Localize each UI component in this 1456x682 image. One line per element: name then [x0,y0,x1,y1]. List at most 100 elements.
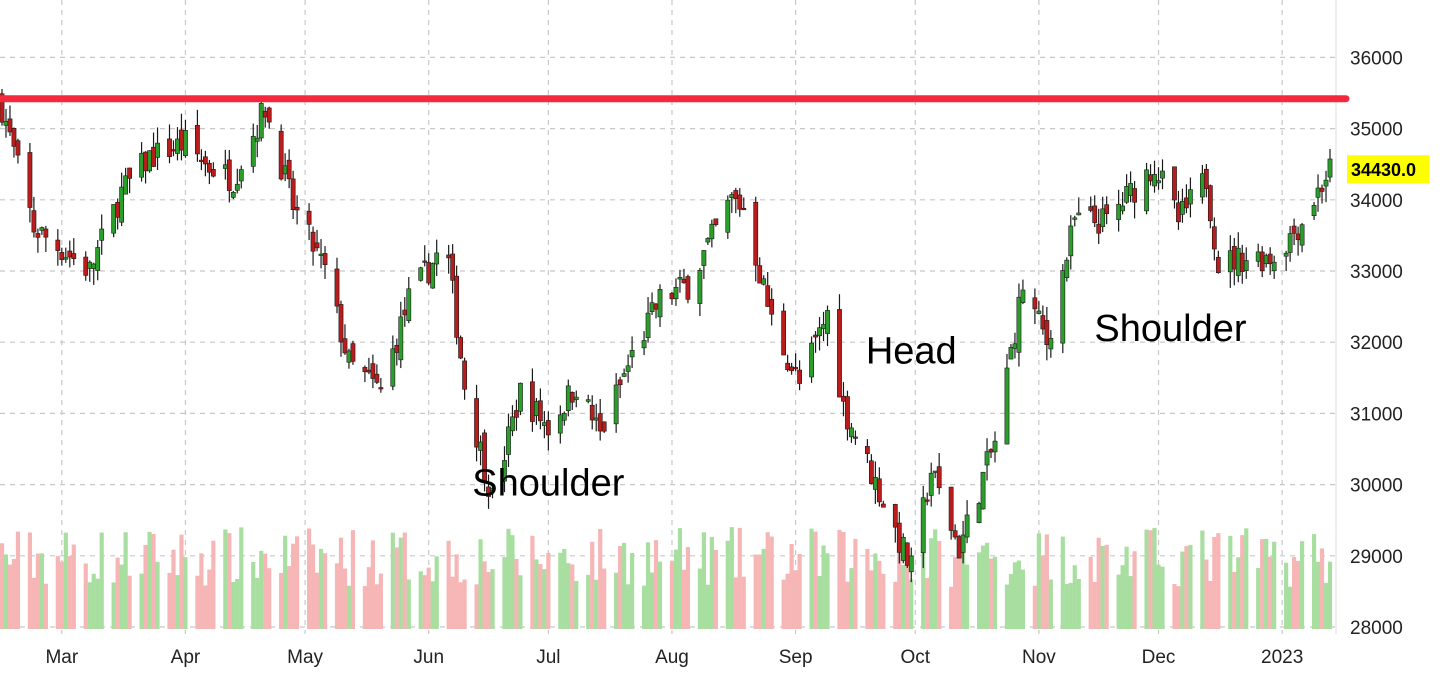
volume-bar [506,528,511,629]
candle-body [183,130,188,156]
volume-bar [673,549,679,629]
candle-body [15,140,21,156]
candle [924,492,930,506]
candle-body [705,238,711,243]
volume-bar [765,532,770,629]
candle-body [378,387,384,390]
candle [757,257,763,284]
volume-bar [406,579,411,629]
volume-bar [418,571,423,629]
candle-body [422,260,428,263]
candle [390,335,396,391]
volume-bar [566,563,571,629]
volume-bar [1100,546,1105,629]
candle [314,229,320,252]
candle-body [864,446,870,454]
candle [234,168,240,194]
candle-body [490,487,495,492]
volume-bar [1272,541,1277,629]
y-tick-label: 28000 [1350,618,1403,639]
volume-bar [3,554,9,629]
volume-bar [462,579,467,629]
volume-bar [239,527,244,629]
volume-bar [1124,546,1129,629]
candle-body [1032,297,1038,310]
candle [338,300,344,357]
volume-bar [626,584,631,629]
candle-body [653,303,659,310]
volume-bar [701,532,706,629]
candle [426,253,432,286]
candle-body [1315,187,1321,198]
candle-body [366,369,372,373]
candle [266,106,272,129]
candle [685,274,691,304]
candle [1255,243,1261,268]
candle [1176,190,1181,230]
volume-bar [287,566,292,629]
candle-body [1311,205,1317,217]
volume-bar [1260,539,1265,629]
candle-body [450,253,456,281]
candle-body [1076,212,1082,216]
candle-body [1283,252,1289,257]
candle [753,196,759,282]
candle [127,167,133,194]
volume-bar [797,553,802,629]
candle-body [1263,255,1269,264]
y-tick-label: 29000 [1350,547,1403,568]
volume-bar [7,564,13,629]
volume-bar [881,573,886,629]
volume-bar [127,575,132,629]
candle [1299,222,1305,253]
candle-body [1044,320,1050,345]
volume-bar [657,561,663,629]
annotations: Shoulder Head Shoulder [472,308,1247,505]
volume-bar [733,577,738,629]
candle-body [765,285,771,307]
candle [928,462,934,507]
candle-body [518,382,523,412]
candle [849,422,854,443]
candle-body [1176,202,1181,223]
candle [900,533,906,564]
x-tick-label: Nov [1022,647,1056,668]
volume-bar [761,548,766,629]
volume-bar [821,545,826,629]
candle [71,238,77,266]
candle [988,448,994,459]
candle-body [510,416,515,432]
volume-bar [1176,586,1181,629]
volume-bar [737,527,742,629]
candle [920,485,926,569]
volume-bar [586,574,591,629]
candle [1044,307,1050,361]
candle-body [737,194,743,210]
candle [641,331,647,356]
candle-body [234,183,240,191]
x-tick-label: Oct [900,647,930,668]
candle [398,301,404,369]
candle [1100,196,1106,233]
volume-bar [574,581,579,629]
volume-bar [793,570,798,629]
volume-bar [310,544,316,629]
candle [210,162,216,178]
volume-bar [685,547,691,629]
volume-bar [677,528,683,629]
y-tick-label: 34000 [1350,191,1403,212]
candle [1132,180,1137,219]
candle [35,228,41,253]
candle-body [350,343,356,362]
candle [402,297,408,327]
candle [1287,225,1293,262]
candle [1012,332,1018,359]
candle [374,364,380,385]
candle-body [230,191,236,198]
volume-bar [171,549,176,629]
volume-bar [35,553,40,629]
volume-bar [925,578,930,629]
volume-bar [1036,533,1041,629]
candle [765,271,771,307]
volume-bar [841,531,846,629]
